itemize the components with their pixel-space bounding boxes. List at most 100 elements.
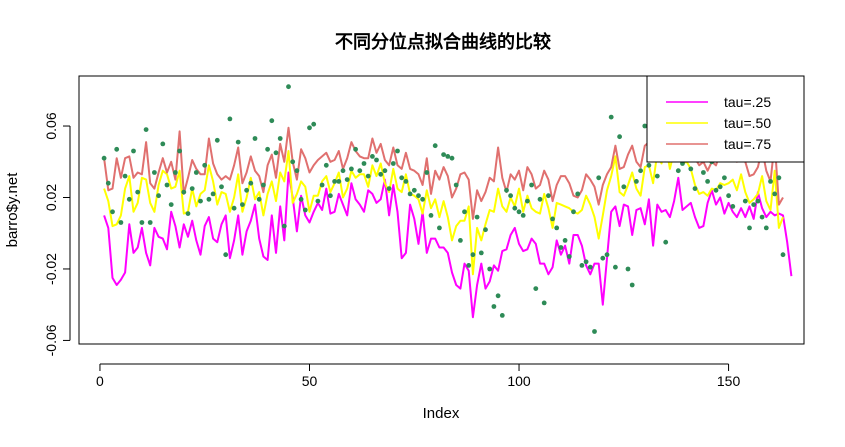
data-point [722,175,727,181]
data-point [512,205,518,211]
data-point [382,168,388,174]
data-point [328,193,333,199]
data-point [407,191,413,197]
data-point [256,196,262,202]
data-point [466,263,472,268]
data-point [202,162,208,168]
data-point [307,125,312,131]
data-point [537,196,543,202]
data-point [730,204,736,209]
legend-label: tau=.50 [724,115,771,131]
data-point [147,220,153,225]
data-point [152,170,157,175]
data-point [751,202,757,208]
data-point [277,136,283,141]
data-point [516,209,522,215]
data-point [323,162,329,168]
data-point [462,209,467,215]
data-point [126,196,132,202]
data-point [105,180,111,186]
data-point [265,146,270,152]
data-point [772,191,778,197]
data-point [437,225,442,231]
data-point [143,127,149,132]
data-point [411,187,417,193]
data-point [118,220,124,225]
data-point [629,282,635,288]
data-point [453,182,459,188]
data-point [302,207,308,213]
data-point [596,175,602,181]
data-point [558,245,564,250]
data-point [110,209,115,215]
x-tick-label: 150 [717,373,741,389]
data-point [122,173,128,179]
data-point [483,227,488,233]
data-point [315,198,321,204]
data-point [458,238,463,243]
x-tick-label: 50 [302,373,318,389]
data-point [579,263,585,268]
y-tick-label: 0.02 [43,184,59,211]
data-point [613,264,618,270]
data-point [332,179,337,184]
data-point [566,254,572,259]
data-point [688,166,694,172]
data-point [546,193,551,199]
data-point [378,171,384,177]
data-point [273,150,279,156]
data-point [449,155,455,161]
data-point [592,329,597,334]
data-point [395,148,400,154]
data-point [675,168,681,174]
data-point [571,209,576,215]
data-point [198,198,203,204]
data-point [311,121,317,127]
data-point [583,259,589,265]
data-point [386,186,392,192]
data-point [357,168,363,174]
data-point [403,179,409,184]
data-point [608,114,614,120]
data-point [520,213,526,218]
data-point [340,168,346,174]
data-point [474,214,480,220]
data-point [713,187,719,193]
data-point [210,191,216,197]
data-point [638,168,643,174]
data-point [101,155,107,161]
data-point [206,196,212,202]
x-tick-label: 0 [96,373,104,389]
y-tick-label: 0.06 [43,112,59,139]
data-point [390,161,396,166]
y-tick-label: -0.02 [43,253,59,285]
data-point [244,187,250,193]
data-point [374,157,379,163]
data-point [550,216,555,222]
data-point [428,213,434,218]
data-point [742,198,748,204]
data-point [525,198,530,204]
data-point [173,170,178,175]
data-point [185,211,191,217]
legend: tau=.25 tau=.50 tau=.75 [646,75,805,163]
data-point [562,238,568,243]
data-point [416,193,421,199]
data-point [508,193,513,199]
data-point [181,189,187,195]
data-point [168,202,174,208]
data-point [114,146,120,152]
data-point [495,293,501,299]
data-point [353,146,358,152]
data-point [235,139,241,145]
axes: 0 50 100 150 -0.06 -0.02 0.02 0.06 [43,112,740,389]
data-point [600,255,606,261]
data-point [336,179,342,184]
data-point [281,223,287,229]
data-point [219,184,224,190]
data-point [768,179,773,184]
y-axis-label: barro$y.net [4,172,21,248]
data-point [663,239,669,245]
y-tick-label: -0.06 [43,324,59,356]
data-point [252,136,258,141]
